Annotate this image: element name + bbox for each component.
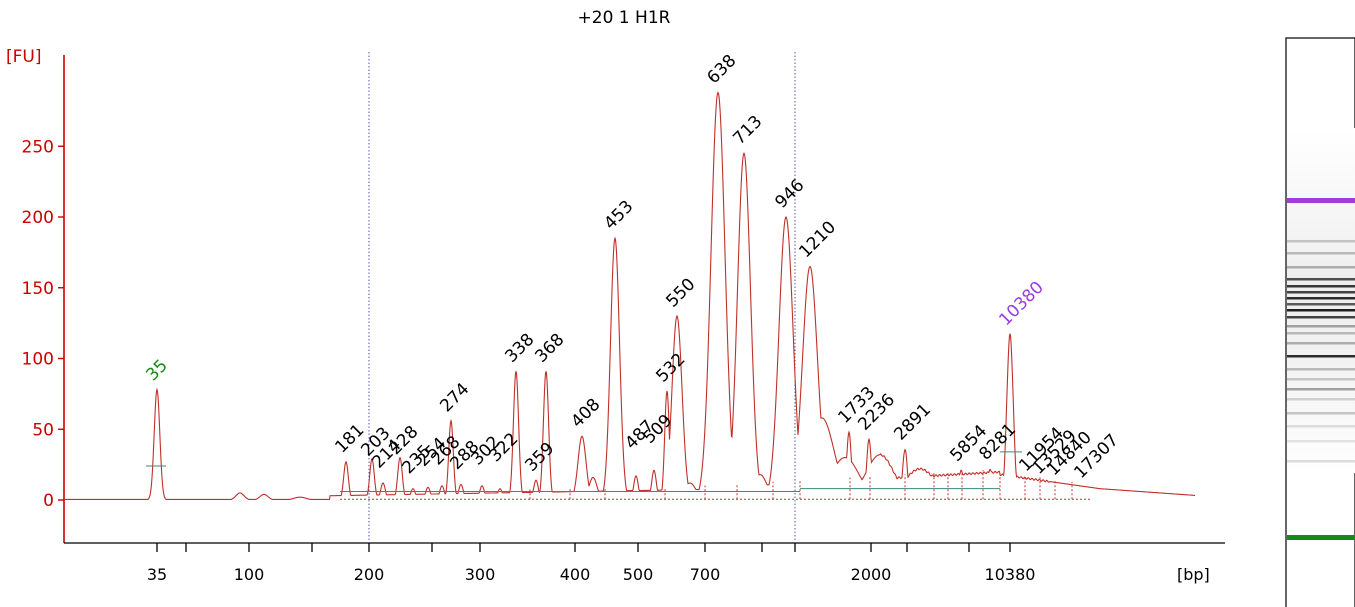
gel-band [1287, 291, 1355, 294]
peak-label: 713 [729, 112, 766, 149]
gel-band [1287, 278, 1355, 281]
gel-band [1287, 297, 1355, 300]
gel-band [1287, 355, 1355, 358]
plot-area: 0 50 100 150 200 250 35 100 200 300 400 500 700 2000 1… [22, 51, 1225, 584]
x-tick-label: 100 [234, 565, 265, 584]
y-tick-label: 250 [22, 137, 54, 157]
signal-trace [64, 91, 1195, 500]
x-tick-label: 400 [560, 565, 591, 584]
gel-band [1287, 388, 1355, 391]
gel-band [1287, 342, 1355, 345]
peak-label: 1210 [795, 217, 840, 262]
peak-label: 638 [703, 51, 740, 88]
gel-band [1287, 240, 1355, 243]
peak-label: 408 [567, 395, 604, 432]
peak-label: 453 [600, 197, 637, 234]
gel-background [1287, 128, 1355, 473]
y-tick-label: 150 [22, 279, 54, 299]
peak-label: 946 [771, 175, 808, 212]
gel-band [1287, 285, 1355, 288]
y-axis-label: [FU] [6, 47, 42, 67]
gel-lower-marker-band [1287, 535, 1355, 540]
gel-band [1287, 316, 1355, 319]
chart-title: +20 1 H1R [578, 8, 671, 28]
peak-label: 359 [521, 439, 558, 476]
gel-band [1287, 398, 1355, 401]
gel-upper-marker-band [1287, 198, 1355, 203]
y-tick-label: 200 [22, 208, 54, 228]
y-tick-label: 50 [32, 420, 54, 440]
x-tick-label: 2000 [851, 565, 892, 584]
gel-band [1287, 368, 1355, 371]
peak-label: 2891 [890, 400, 935, 445]
gel-band [1287, 412, 1355, 415]
peak-label: 35 [142, 356, 171, 385]
peak-label: 550 [662, 274, 699, 311]
gel-band [1287, 309, 1355, 312]
x-tick-label: 200 [354, 565, 385, 584]
gel-band [1287, 252, 1355, 255]
gel-band [1287, 303, 1355, 306]
x-tick-label: 700 [690, 565, 721, 584]
peak-label: 274 [436, 379, 473, 416]
gel-band [1287, 440, 1355, 443]
x-tick-label: 300 [465, 565, 496, 584]
peak-label: 10380 [995, 278, 1047, 330]
gel-band [1287, 325, 1355, 328]
x-axis-label: [bp] [1177, 565, 1210, 584]
x-tick-label: 35 [147, 565, 167, 584]
gel-band [1287, 425, 1355, 428]
gel-lane [1285, 37, 1355, 607]
gel-band [1287, 378, 1355, 381]
x-tick-label: 10380 [985, 565, 1036, 584]
gel-band [1287, 460, 1355, 463]
peak-label: 532 [652, 349, 689, 386]
gel-band [1287, 332, 1355, 335]
peak-label: 338 [501, 330, 538, 367]
y-tick-label: 100 [22, 350, 54, 370]
gel-band [1287, 266, 1355, 269]
y-tick-label: 0 [43, 491, 54, 511]
peak-label: 368 [531, 330, 568, 367]
x-tick-label: 500 [623, 565, 654, 584]
